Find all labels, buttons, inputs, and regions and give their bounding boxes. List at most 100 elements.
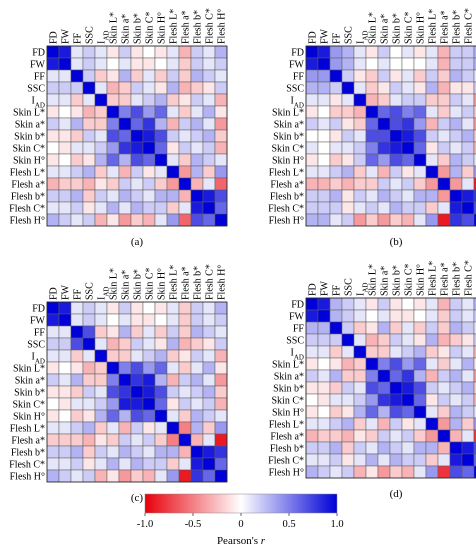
- heatmap-cell: [425, 165, 439, 179]
- row-label: Skin L*: [272, 108, 304, 119]
- heatmap-cell: [130, 189, 144, 203]
- heatmap-cell: [461, 189, 475, 203]
- heatmap-cell: [46, 457, 60, 471]
- heatmap-cell: [473, 165, 476, 179]
- column-label: Flesh b*: [452, 262, 463, 296]
- heatmap-cell: [130, 213, 144, 227]
- heatmap-cell: [70, 409, 84, 423]
- column-label: FD: [49, 287, 60, 300]
- heatmap-cell: [329, 465, 343, 479]
- heatmap-cell: [329, 153, 343, 167]
- heatmap-cell: [317, 381, 331, 395]
- heatmap-cell: [82, 93, 96, 107]
- column-label: Skin L*: [368, 264, 379, 296]
- heatmap-cell: [401, 201, 415, 215]
- heatmap-cell: [449, 333, 463, 347]
- heatmap-cell: [142, 337, 156, 351]
- heatmap-cell: [202, 409, 216, 423]
- heatmap-cell: [341, 429, 355, 443]
- heatmap-cell: [401, 213, 415, 227]
- heatmap-cell: [118, 361, 132, 375]
- heatmap-cell: [202, 457, 216, 471]
- row-label: Skin a*: [15, 120, 45, 131]
- column-label: Skin H°: [157, 268, 168, 300]
- heatmap-cell: [130, 409, 144, 423]
- heatmap-cell: [46, 325, 60, 339]
- heatmap-cell: [58, 57, 72, 71]
- heatmap-cell: [389, 309, 403, 323]
- heatmap-cell: [437, 45, 451, 59]
- heatmap-cell: [401, 105, 415, 119]
- heatmap-cell: [70, 201, 84, 215]
- row-label: Flesh C*: [268, 456, 304, 467]
- heatmap-cell: [341, 465, 355, 479]
- heatmap-cell: [142, 409, 156, 423]
- row-label: Flesh a*: [270, 432, 304, 443]
- heatmap-cell: [341, 297, 355, 311]
- heatmap-cell: [341, 153, 355, 167]
- heatmap-cell: [202, 201, 216, 215]
- heatmap-cell: [353, 69, 367, 83]
- heatmap-cell: [214, 301, 228, 315]
- heatmap-cell: [154, 45, 168, 59]
- column-label: Flesh a*: [181, 10, 192, 44]
- heatmap-cell: [82, 409, 96, 423]
- heatmap-cell: [130, 201, 144, 215]
- heatmap-cell: [305, 153, 319, 167]
- heatmap-cell: [154, 349, 168, 363]
- heatmap-cell: [449, 117, 463, 131]
- heatmap-cell: [82, 361, 96, 375]
- heatmap-cell: [317, 213, 331, 227]
- heatmap-cell: [437, 141, 451, 155]
- heatmap-cell: [190, 433, 204, 447]
- heatmap-cell: [353, 453, 367, 467]
- heatmap-cell: [82, 337, 96, 351]
- heatmap-cell: [58, 69, 72, 83]
- row-label: Skin b*: [14, 388, 45, 399]
- heatmap-cell: [413, 213, 427, 227]
- heatmap-cell: [58, 349, 72, 363]
- heatmap-cell: [154, 469, 168, 483]
- heatmap-cell: [317, 309, 331, 323]
- heatmap-cell: [82, 433, 96, 447]
- heatmap-cell: [353, 357, 367, 371]
- heatmap-cell: [214, 57, 228, 71]
- heatmap-cell: [365, 357, 379, 371]
- heatmap-cell: [70, 57, 84, 71]
- column-label: Skin C*: [145, 267, 156, 300]
- heatmap-cell: [70, 165, 84, 179]
- heatmap-cell: [305, 465, 319, 479]
- heatmap-cell: [473, 441, 476, 455]
- heatmap-cell: [305, 129, 319, 143]
- heatmap-cell: [190, 213, 204, 227]
- heatmap-cell: [178, 57, 192, 71]
- heatmap-cell: [389, 405, 403, 419]
- heatmap-cell: [377, 57, 391, 71]
- heatmap-cell: [202, 81, 216, 95]
- heatmap-cell: [329, 405, 343, 419]
- heatmap-cell: [214, 325, 228, 339]
- heatmap-cell: [401, 297, 415, 311]
- heatmap-cell: [46, 445, 60, 459]
- heatmap-cell: [449, 393, 463, 407]
- heatmap-cell: [202, 117, 216, 131]
- heatmap-cell: [118, 397, 132, 411]
- heatmap-cell: [413, 309, 427, 323]
- heatmap-cell: [214, 361, 228, 375]
- colorbar-label: Pearson's r: [217, 535, 266, 547]
- heatmap-cell: [329, 369, 343, 383]
- heatmap-cell: [461, 93, 475, 107]
- heatmap-cell: [154, 141, 168, 155]
- heatmap-cell: [473, 465, 476, 479]
- heatmap-cell: [377, 129, 391, 143]
- row-label: Flesh H°: [10, 216, 45, 227]
- heatmap-cell: [106, 81, 120, 95]
- heatmap-cell: [214, 469, 228, 483]
- heatmap-cell: [329, 345, 343, 359]
- heatmap-cell: [94, 189, 108, 203]
- heatmap-cell: [82, 349, 96, 363]
- heatmap-cell: [106, 57, 120, 71]
- column-label: Skin a*: [121, 14, 132, 44]
- heatmap-cell: [389, 93, 403, 107]
- heatmap-cell: [118, 165, 132, 179]
